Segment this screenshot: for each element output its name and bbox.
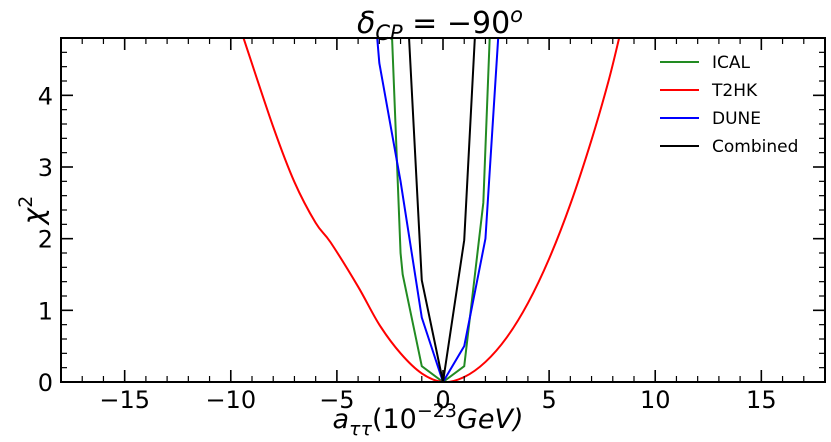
xlabel-base: a [333, 404, 350, 435]
plot-frame [60, 37, 826, 383]
y-tick-label: 1 [38, 297, 53, 325]
y-axis-ticks: 0 1 2 3 4 [38, 37, 825, 397]
y-axis-label: χ2 [15, 196, 50, 227]
legend-label-dune: DUNE [712, 109, 761, 129]
y-tick-label: 2 [38, 226, 53, 254]
x-tick-label: 15 [746, 386, 777, 414]
legend-label-ical: ICAL [712, 53, 751, 73]
series-line-dune [376, 38, 500, 382]
xlabel-subscript: ττ [349, 418, 372, 440]
ylabel-superscript: 2 [15, 196, 37, 208]
xlabel-unit: GeV) [457, 404, 524, 435]
xlabel-superscript: −23 [417, 400, 457, 422]
title-superscript: o [510, 3, 523, 27]
x-tick-label: −15 [99, 386, 150, 414]
svg-text:aττ(10−23GeV): aττ(10−23GeV) [333, 400, 524, 440]
legend: ICAL T2HK DUNE Combined [660, 53, 798, 157]
chart-title: δCP = −90o [357, 3, 523, 45]
legend-label-t2hk: T2HK [711, 81, 758, 101]
ylabel-base: χ [17, 206, 50, 226]
legend-label-combined: Combined [712, 137, 798, 157]
x-tick-label: −10 [205, 386, 256, 414]
series-line-ical [391, 38, 491, 382]
x-axis-label: aττ(10−23GeV) [333, 400, 524, 440]
svg-text:δCP = −90o: δCP = −90o [357, 3, 523, 45]
x-tick-label: −5 [319, 386, 354, 414]
series-line-combined [408, 38, 476, 382]
plot-lines [242, 38, 621, 382]
y-tick-label: 0 [38, 369, 53, 397]
title-base: δ [357, 6, 375, 41]
y-tick-label: 4 [38, 82, 53, 110]
x-axis-ticks: −15 −10 −5 0 5 10 15 [60, 38, 826, 414]
svg-text:χ2: χ2 [15, 196, 50, 227]
y-tick-label: 3 [38, 154, 53, 182]
x-tick-label: 0 [435, 386, 450, 414]
xlabel-prefix: (10 [372, 404, 417, 435]
title-value: = −90 [403, 6, 511, 41]
x-tick-label: 10 [640, 386, 671, 414]
x-tick-label: 5 [541, 386, 556, 414]
